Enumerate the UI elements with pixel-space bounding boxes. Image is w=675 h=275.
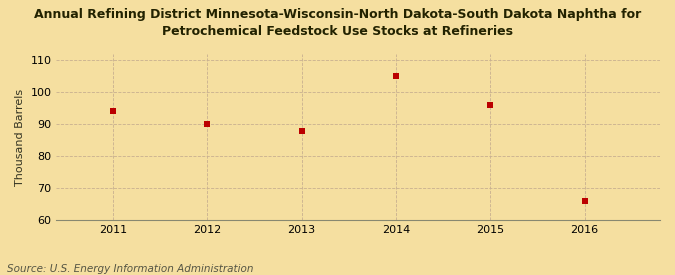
Point (202, 122, 213, 126)
Point (391, 74, 402, 78)
Point (485, 103, 495, 107)
Point (579, 199, 590, 203)
Y-axis label: Thousand Barrels: Thousand Barrels (15, 88, 25, 186)
Text: Source: U.S. Energy Information Administration: Source: U.S. Energy Information Administ… (7, 264, 253, 274)
Text: Annual Refining District Minnesota-Wisconsin-North Dakota-South Dakota Naphtha f: Annual Refining District Minnesota-Wisco… (34, 8, 641, 38)
Point (107, 109, 118, 114)
Point (296, 128, 307, 133)
